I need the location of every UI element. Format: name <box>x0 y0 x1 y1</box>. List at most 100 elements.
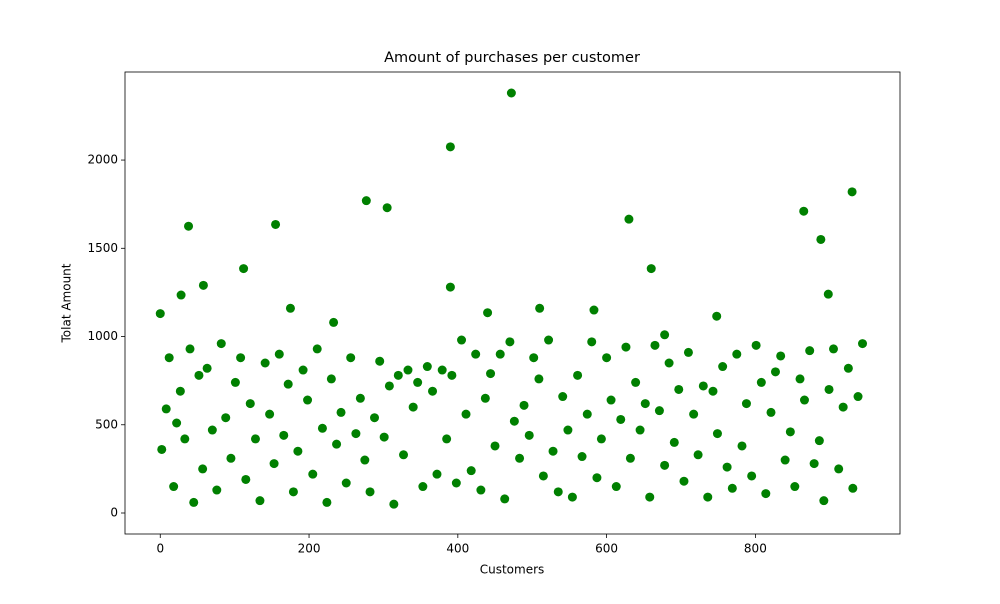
point <box>471 349 481 359</box>
point <box>288 487 298 497</box>
point <box>194 370 204 380</box>
point <box>283 379 293 389</box>
point <box>799 206 809 216</box>
point <box>548 446 558 456</box>
point <box>596 434 606 444</box>
point <box>230 377 240 387</box>
point <box>640 399 650 409</box>
point <box>838 402 848 412</box>
point <box>761 489 771 499</box>
point <box>293 446 303 456</box>
point <box>180 434 190 444</box>
point <box>824 384 834 394</box>
x-tick-label: 600 <box>595 542 618 556</box>
point <box>646 264 656 274</box>
point <box>175 386 185 396</box>
point <box>457 335 467 345</box>
point <box>250 434 260 444</box>
point <box>461 409 471 419</box>
point <box>279 430 289 440</box>
point <box>451 478 461 488</box>
point <box>573 370 583 380</box>
point <box>853 392 863 402</box>
point <box>346 353 356 363</box>
point <box>790 482 800 492</box>
point <box>226 453 236 463</box>
point <box>245 399 255 409</box>
point <box>495 349 505 359</box>
point <box>660 460 670 470</box>
point <box>785 427 795 437</box>
point <box>169 482 179 492</box>
point <box>260 358 270 368</box>
point <box>500 494 510 504</box>
point <box>326 374 336 384</box>
point <box>157 444 167 454</box>
point <box>814 436 824 446</box>
point <box>418 482 428 492</box>
point <box>185 344 195 354</box>
point <box>480 393 490 403</box>
point <box>351 429 361 439</box>
point <box>437 365 447 375</box>
point <box>202 363 212 373</box>
point <box>476 485 486 495</box>
point <box>679 476 689 486</box>
y-tick-label: 1500 <box>87 241 118 255</box>
point <box>332 439 342 449</box>
y-tick-label: 2000 <box>87 153 118 167</box>
point <box>408 402 418 412</box>
point <box>308 469 318 479</box>
point <box>303 395 313 405</box>
point <box>602 353 612 363</box>
point <box>382 203 392 213</box>
point <box>645 492 655 502</box>
point <box>375 356 385 366</box>
point <box>708 386 718 396</box>
point <box>445 282 455 292</box>
point <box>184 221 194 231</box>
point <box>756 377 766 387</box>
point <box>422 362 432 372</box>
point <box>274 349 284 359</box>
point <box>712 429 722 439</box>
point <box>255 496 265 506</box>
point <box>189 497 199 507</box>
point <box>606 395 616 405</box>
point <box>428 386 438 396</box>
point <box>161 404 171 414</box>
point <box>689 409 699 419</box>
point <box>336 407 346 417</box>
point <box>621 342 631 352</box>
point <box>212 485 222 495</box>
point <box>848 483 858 493</box>
x-axis-label: Customers <box>480 563 545 577</box>
point <box>635 425 645 435</box>
point <box>379 432 389 442</box>
point <box>558 392 568 402</box>
point <box>341 478 351 488</box>
y-axis-label: Tolat Amount <box>60 263 74 343</box>
point <box>843 363 853 373</box>
point <box>519 400 529 410</box>
point <box>239 264 249 274</box>
point <box>669 437 679 447</box>
point <box>329 317 339 327</box>
point <box>664 358 674 368</box>
point <box>770 367 780 377</box>
point <box>312 344 322 354</box>
point <box>241 474 251 484</box>
point <box>722 462 732 472</box>
point <box>198 280 208 290</box>
point <box>751 340 761 350</box>
point <box>567 492 577 502</box>
point <box>577 452 587 462</box>
point <box>529 353 539 363</box>
point <box>732 349 742 359</box>
point <box>403 365 413 375</box>
point <box>693 450 703 460</box>
point <box>509 416 519 426</box>
point <box>737 441 747 451</box>
point <box>823 289 833 299</box>
point <box>432 469 442 479</box>
